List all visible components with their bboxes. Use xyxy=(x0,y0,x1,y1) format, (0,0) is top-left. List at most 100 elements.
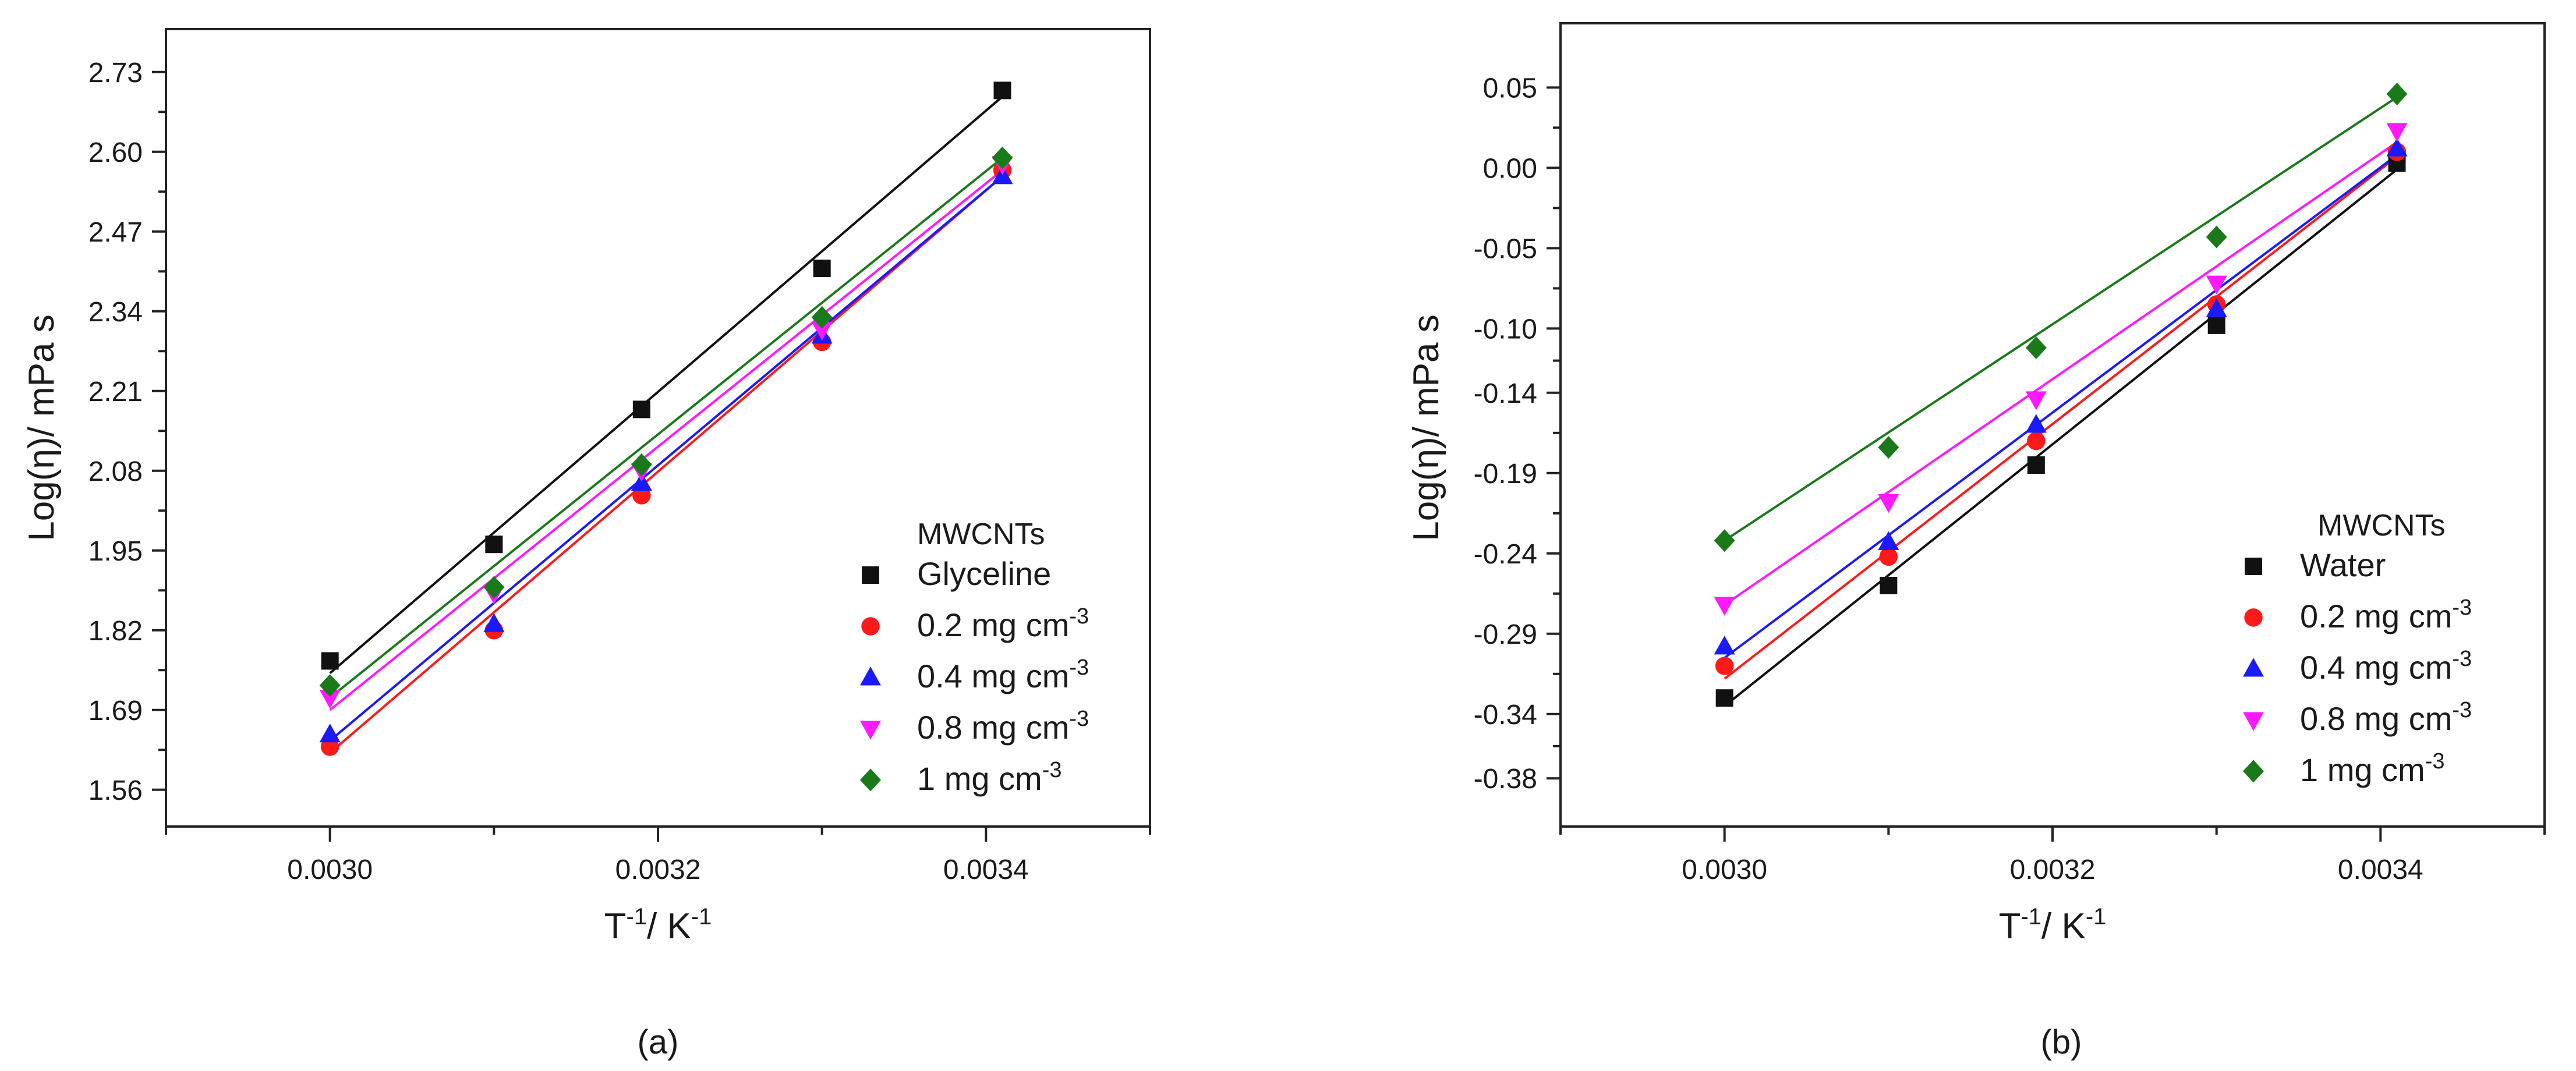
legend-marker xyxy=(2243,658,2264,677)
data-point-glyceline xyxy=(813,260,831,277)
panel-a-data-points xyxy=(319,81,1013,756)
data-point-0-8 xyxy=(2206,275,2227,295)
panel-a-x-axis: 0.0030 0.0032 0.0034 xyxy=(165,827,1151,885)
data-point-water xyxy=(2027,456,2045,474)
panel-a-y-axis: 1.56 1.69 1.82 1.95 2.08 2.21 2.34 2.47 2.60 2.73 xyxy=(89,58,166,806)
y-tick-label: 0.00 xyxy=(1483,153,1537,184)
data-point-0-4 xyxy=(2206,298,2227,317)
panel-a-caption: (a) xyxy=(638,1023,679,1061)
data-point-1 xyxy=(2206,225,2227,249)
fit-line-glyceline xyxy=(329,95,1003,675)
legend-label: 0.2 mg cm-3 xyxy=(2300,595,2472,634)
data-point-glyceline xyxy=(993,81,1011,100)
fit-line-0-4 xyxy=(1724,154,2398,659)
y-tick-label: 1.82 xyxy=(89,616,143,647)
data-point-0-4 xyxy=(319,724,341,743)
y-tick-label: 2.21 xyxy=(89,377,143,407)
fit-line-0-8 xyxy=(329,169,1003,711)
legend-marker xyxy=(2243,712,2264,731)
fit-line-0-2 xyxy=(329,175,1003,754)
data-point-0-2 xyxy=(1715,657,1734,675)
x-tick-label: 0.0032 xyxy=(2010,854,2096,885)
y-tick-label: 2.47 xyxy=(89,217,143,248)
data-point-water xyxy=(1880,577,1898,594)
legend-marker xyxy=(861,617,880,636)
y-tick-label: -0.38 xyxy=(1474,764,1537,795)
panel-b-y-axis: -0.38 -0.34 -0.29 -0.24 -0.19 -0.14 -0.10 -0.05… xyxy=(1474,73,1561,795)
data-point-1 xyxy=(992,146,1013,169)
legend-label: 0.4 mg cm-3 xyxy=(917,655,1089,694)
data-point-water xyxy=(1715,689,1733,707)
x-tick-label: 0.0032 xyxy=(615,854,701,885)
data-point-1 xyxy=(319,674,341,697)
fit-line-1 xyxy=(329,157,1003,699)
legend-label: Water xyxy=(2300,547,2386,583)
panel-b-x-axis: 0.0030 0.0032 0.0034 xyxy=(1559,827,2546,885)
data-point-0-2 xyxy=(2027,431,2046,451)
y-tick-label: -0.24 xyxy=(1474,539,1537,570)
legend-marker xyxy=(2243,760,2264,783)
data-point-glyceline xyxy=(485,536,503,554)
y-tick-label: -0.29 xyxy=(1474,619,1537,650)
legend-marker xyxy=(2244,608,2263,627)
y-tick-label: 2.73 xyxy=(89,58,143,88)
data-point-1 xyxy=(483,576,505,599)
panel-a-xlabel: T-1/ K-1 xyxy=(604,904,712,946)
legend-marker xyxy=(860,666,881,686)
data-point-0-8 xyxy=(1714,597,1735,616)
legend-label: 0.8 mg cm-3 xyxy=(2300,698,2472,737)
legend-label: 0.8 mg cm-3 xyxy=(917,707,1089,746)
y-tick-label: 1.69 xyxy=(89,696,143,726)
legend-label: 0.2 mg cm-3 xyxy=(917,604,1089,643)
y-tick-label: 0.05 xyxy=(1483,73,1537,104)
panel-b-data-points xyxy=(1714,82,2408,707)
panel-b: 0.0030 0.0032 0.0034 -0.38-0.34-0.29-0.24-… xyxy=(1406,22,2546,1061)
fit-line-0-8 xyxy=(1724,141,2398,606)
data-point-glyceline xyxy=(321,652,339,670)
data-point-1 xyxy=(2386,82,2408,105)
legend-label: Glyceline xyxy=(917,555,1051,592)
legend-marker xyxy=(2245,558,2262,575)
panel-b-caption: (b) xyxy=(2041,1023,2082,1061)
data-point-1 xyxy=(811,306,833,329)
data-point-0-4 xyxy=(1714,636,1735,655)
y-tick-label: 1.95 xyxy=(89,536,143,567)
legend-label: 0.4 mg cm-3 xyxy=(2300,647,2472,686)
data-point-0-4 xyxy=(1878,531,1899,550)
y-tick-label: 2.34 xyxy=(89,297,143,328)
panel-b-xlabel: T-1/ K-1 xyxy=(1999,904,2107,946)
x-tick-label: 0.0034 xyxy=(2338,854,2423,885)
panel-b-legend: Water 0.2 mg cm-3 0.4 mg cm-3 0.8 mg cm-3 1 … xyxy=(2243,547,2472,788)
y-tick-label: -0.05 xyxy=(1474,233,1537,264)
data-point-0-8 xyxy=(811,321,833,341)
y-tick-label: 2.60 xyxy=(89,137,143,168)
x-tick-label: 0.0034 xyxy=(943,854,1029,885)
legend-label: 1 mg cm-3 xyxy=(917,758,1062,797)
data-point-0-4 xyxy=(2025,414,2047,433)
y-tick-label: 2.08 xyxy=(89,456,143,487)
y-tick-label: -0.19 xyxy=(1474,459,1537,490)
fit-line-0-4 xyxy=(329,175,1003,742)
x-tick-label: 0.0030 xyxy=(287,854,373,885)
data-point-1 xyxy=(2025,336,2047,360)
panel-b-fit-lines xyxy=(1724,96,2398,707)
data-point-0-8 xyxy=(319,690,341,709)
data-point-water xyxy=(2207,316,2225,334)
panel-b-ylabel: Log(η)/ mPa s xyxy=(1406,314,1446,541)
data-point-1 xyxy=(1714,529,1735,552)
panel-a-legend-title: MWCNTs xyxy=(917,517,1045,551)
data-point-glyceline xyxy=(632,400,650,419)
data-point-0-8 xyxy=(2025,391,2047,410)
panel-a-fit-lines xyxy=(329,95,1003,754)
legend-marker xyxy=(862,566,879,584)
y-tick-label: -0.14 xyxy=(1474,378,1537,409)
y-tick-label: -0.34 xyxy=(1474,700,1537,730)
panel-b-legend-title: MWCNTs xyxy=(2317,509,2446,542)
y-tick-label: 1.56 xyxy=(89,775,143,806)
panel-a-legend: Glyceline 0.2 mg cm-3 0.4 mg cm-3 0.8 mg cm… xyxy=(860,555,1089,797)
data-point-0-4 xyxy=(483,613,505,632)
panel-a: 0.0030 0.0032 0.0034 1.56 1.69 1.82 1.95 2.08 2… xyxy=(22,28,1151,1061)
data-point-1 xyxy=(631,453,652,476)
fit-line-0-2 xyxy=(1724,155,2398,680)
